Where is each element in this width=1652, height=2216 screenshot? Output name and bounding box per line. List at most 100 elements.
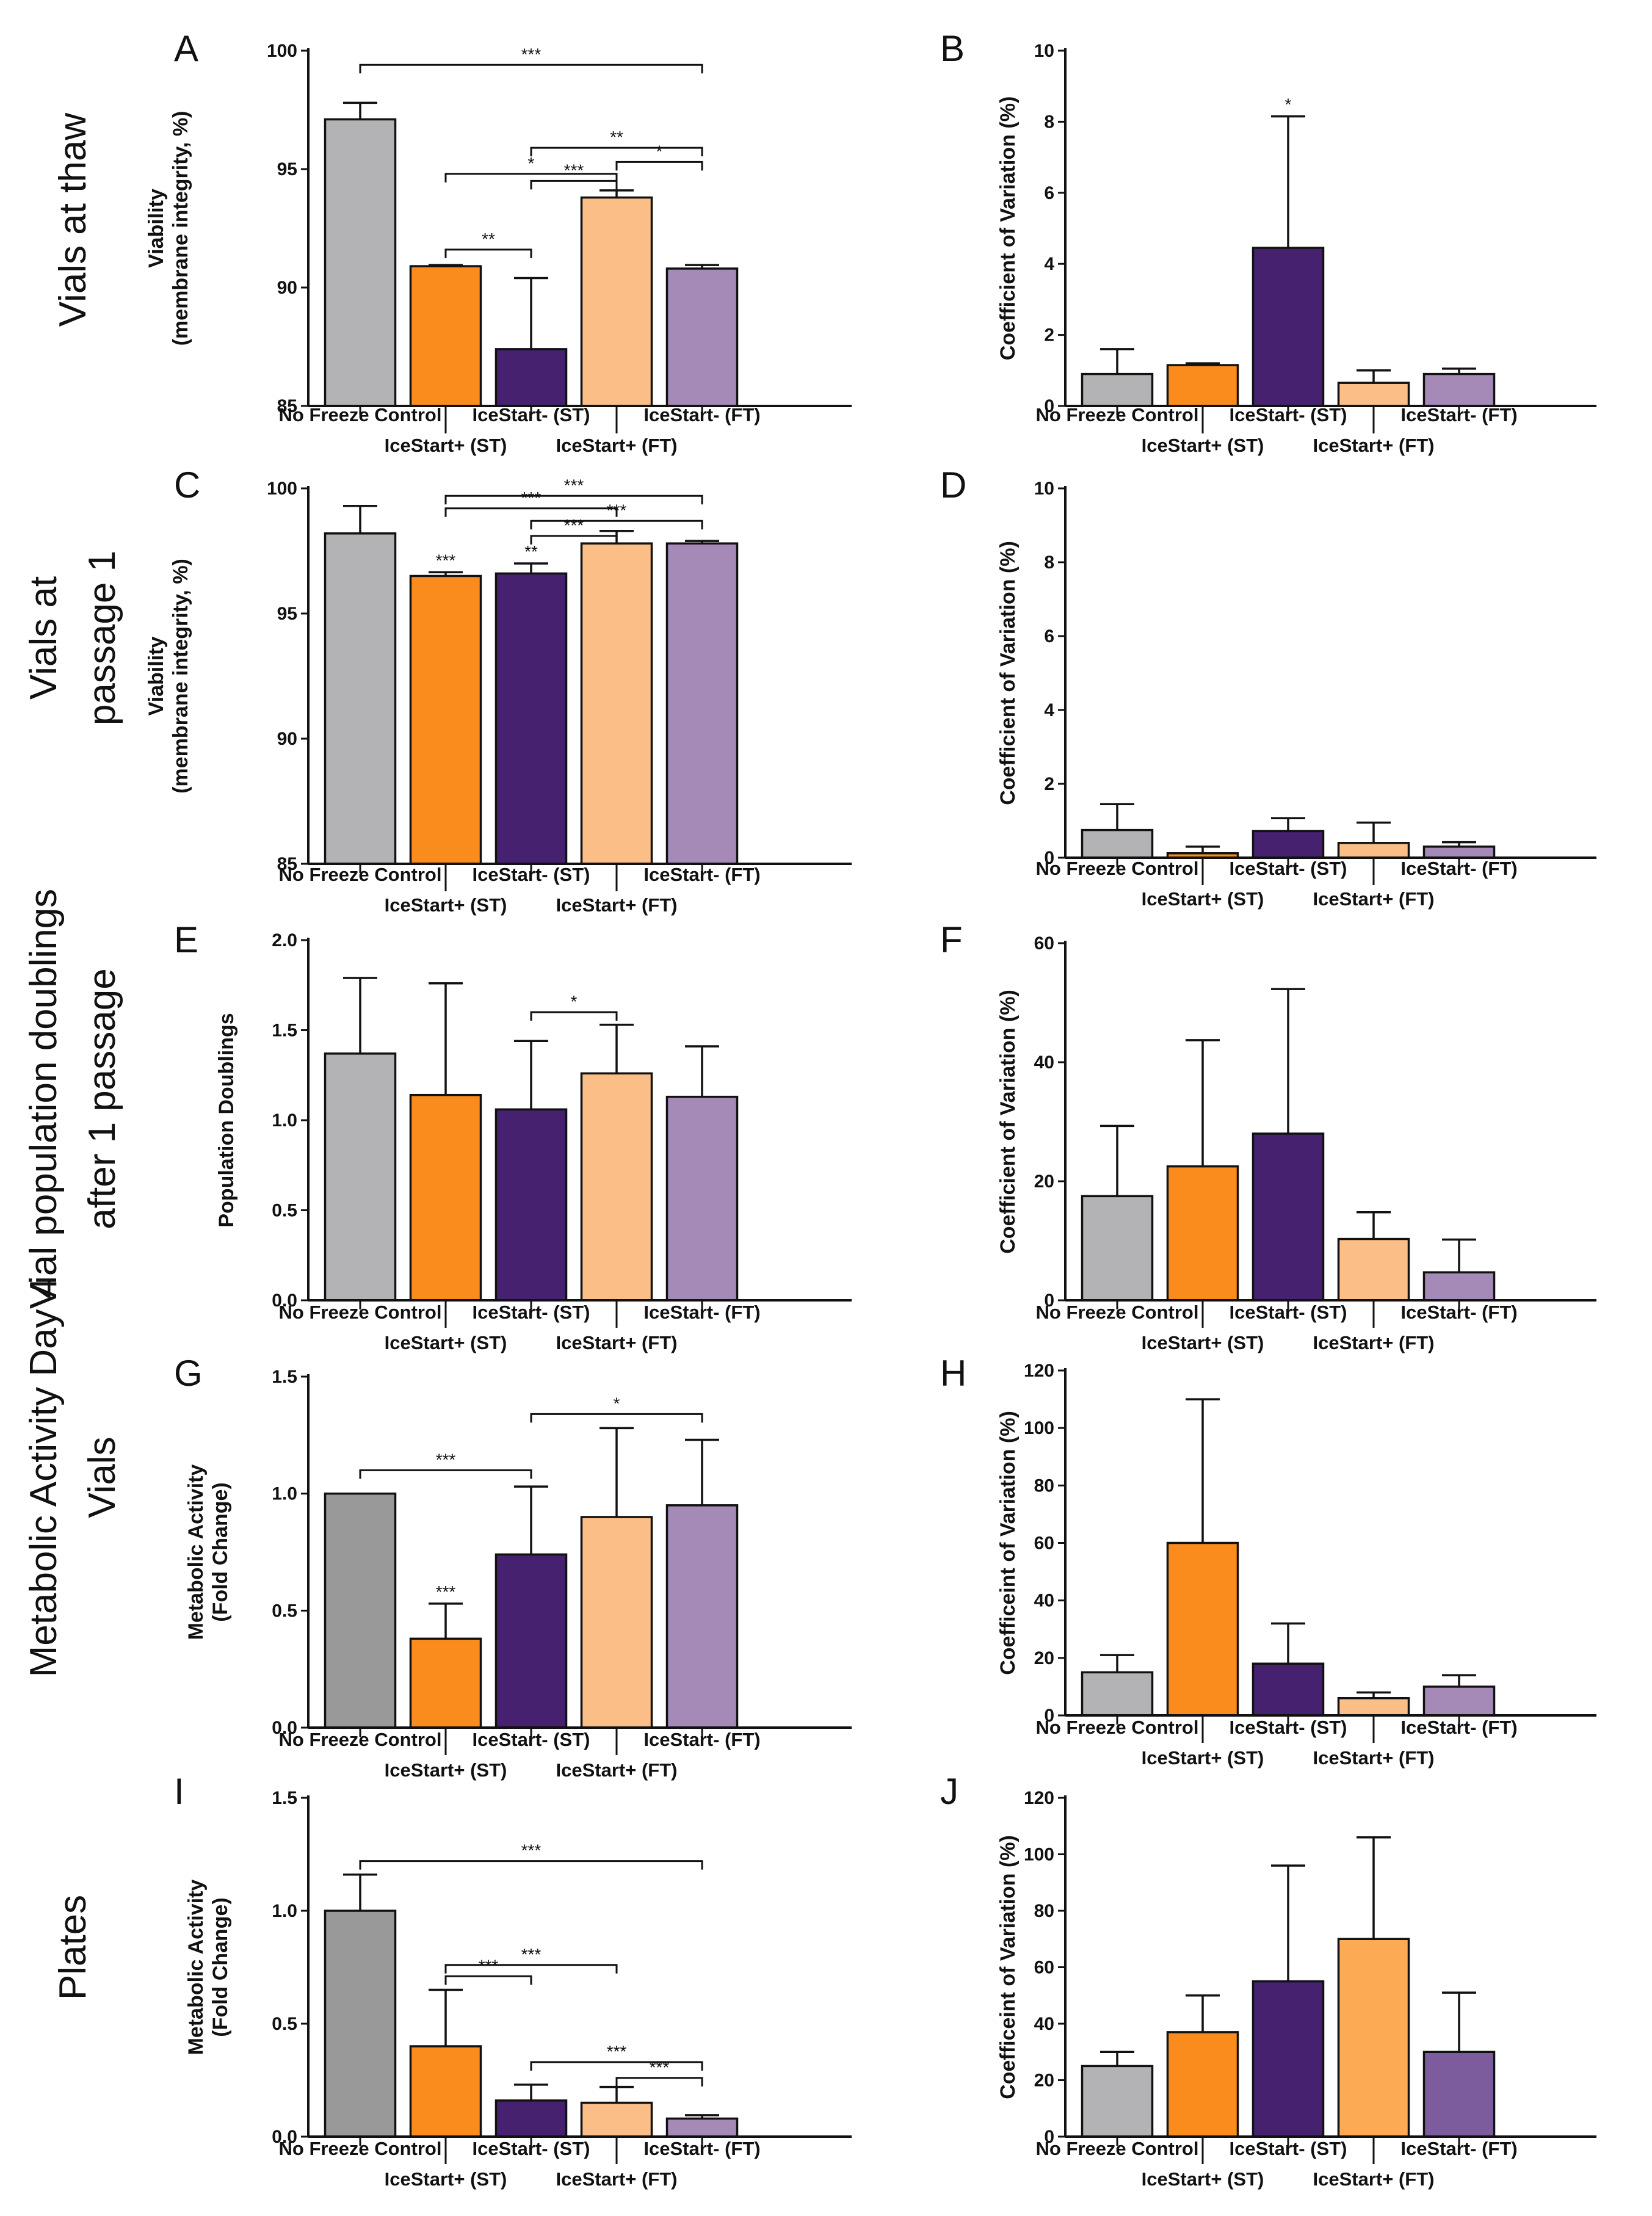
bracket-label: * [528,154,535,173]
bar-2 [495,572,568,865]
y-tick-label: 60 [1034,1958,1054,1978]
y-tick-label: 10 [1034,41,1054,61]
bar-3 [580,196,653,407]
category-label: No Freeze Control [1036,1717,1199,1738]
bracket-label: * [571,992,578,1011]
bracket-label: *** [564,161,584,179]
bar-3 [580,1072,653,1302]
y-tick-label: 1.5 [272,1367,297,1387]
y-axis-title-line: Coefficeint of Variation (%) [996,1411,1020,1675]
y-tick-label: 0.0 [272,1718,297,1738]
bar-0 [1081,2065,1154,2138]
bar-4 [1422,372,1496,407]
y-tick-label: 2 [1044,325,1054,346]
significance-bracket [444,248,532,258]
category-label: IceStart+ (FT) [1313,2168,1435,2190]
category-label: IceStart+ (ST) [1142,2168,1264,2190]
y-axis-title-line: Coefficient of Variation (%) [996,990,1020,1254]
category-label: IceStart- (ST) [1230,1717,1347,1738]
significance-label: *** [436,551,456,570]
y-tick-label: 2.0 [272,930,297,950]
panel-letter: B [940,28,965,69]
category-label: No Freeze Control [1036,404,1199,425]
bar-1 [1166,1165,1239,1302]
bar-3 [1337,382,1410,407]
y-tick-label: 20 [1034,1648,1054,1668]
y-tick-label: 40 [1034,2014,1054,2034]
category-label: IceStart- (FT) [1400,858,1517,879]
y-axis-title-line: Metabolic Activity [184,1465,208,1640]
significance-bracket [530,1413,703,1423]
y-axis-title-line: (membrane integrity, %) [169,559,192,794]
y-tick-label: 95 [277,159,297,179]
significance-bracket [444,1975,532,1985]
bar-4 [665,267,739,407]
bar-2 [495,1553,568,1729]
y-tick-label: 95 [277,604,297,624]
category-label: IceStart- (ST) [1230,404,1347,425]
bar-1 [409,574,482,865]
panel-letter: E [174,919,198,960]
category-label: IceStart- (FT) [643,1729,760,1750]
y-tick-label: 6 [1044,183,1054,203]
significance-label: * [1285,95,1292,114]
panel-e: E Population Doublings 0.0 0.5 1.0 1.5 2.0 No F… [174,919,852,1353]
row-label: Plates [52,1895,94,2000]
y-tick-label: 0 [1044,1291,1054,1311]
category-label: No Freeze Control [279,2138,442,2159]
bar-2 [495,1108,568,1302]
y-tick-label: 8 [1044,112,1054,132]
y-tick-label: 90 [277,729,297,749]
bar-3 [580,542,653,865]
bar-4 [665,1504,739,1729]
category-label: IceStart- (ST) [473,2138,590,2159]
y-axis-title: Viability (membrane integrity, %) [145,559,192,794]
category-label: IceStart+ (ST) [385,2168,507,2190]
category-label: IceStart+ (FT) [556,894,678,916]
y-axis-title-line: Coefficient of Variation (%) [996,96,1020,361]
significance-bracket [530,1011,618,1021]
significance-label: ** [524,542,538,561]
category-label: IceStart+ (FT) [556,2168,678,2190]
y-tick-label: 1.0 [272,1110,297,1131]
bracket-label: *** [650,2058,670,2077]
y-axis-title-line: (Fold Change) [209,1897,232,2037]
row-labels: Vials at thaw Vials at passage 1 Vial popul… [23,113,123,2001]
category-label: IceStart+ (FT) [1313,435,1435,456]
bar-1 [409,265,482,407]
y-tick-label: 4 [1044,254,1054,274]
bracket-label: *** [521,45,542,63]
bracket-label: *** [479,1956,499,1975]
category-label: No Freeze Control [279,864,442,885]
y-axis-title-line: Metabolic Activity [184,1880,208,2055]
y-tick-label: 100 [1024,1845,1054,1865]
bar-2 [1252,247,1325,407]
panel-letter: I [174,1771,184,1812]
bar-4 [665,1095,739,1302]
category-label: No Freeze Control [279,1729,442,1750]
bracket-label: *** [564,476,584,494]
bar-1 [409,1637,482,1729]
significance-bracket [444,173,618,183]
row-label: Vials at thaw [52,113,94,327]
y-tick-label: 80 [1034,1901,1054,1921]
category-label: IceStart+ (FT) [556,435,678,456]
category-label: No Freeze Control [1036,1302,1199,1323]
y-axis-title-line: Viability [145,189,168,268]
category-label: IceStart+ (ST) [1142,888,1264,910]
significance-bracket [444,507,618,517]
y-tick-label: 120 [1024,1788,1054,1808]
bracket-label: *** [521,488,542,507]
panel-letter: A [174,28,198,69]
category-label: IceStart- (ST) [473,864,590,885]
bar-0 [324,532,397,865]
y-tick-label: 0 [1044,2127,1054,2147]
y-tick-label: 10 [1034,479,1054,499]
row-label-line: Vials at thaw [52,113,94,327]
category-label: IceStart- (ST) [1230,2138,1347,2159]
significance-label: *** [436,1582,456,1601]
bar-1 [1166,1541,1239,1717]
bar-2 [1252,1132,1325,1302]
bracket-label: ** [610,128,623,147]
significance-bracket [530,535,618,545]
